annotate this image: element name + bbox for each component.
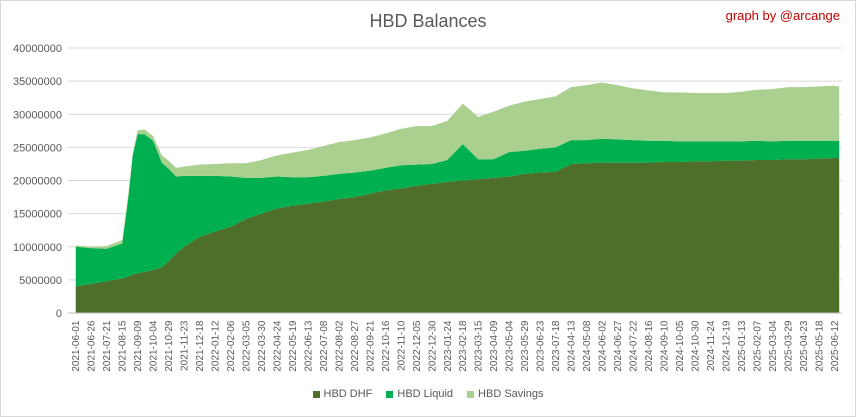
x-tick-label: 2023-06-23 [536, 320, 547, 372]
x-tick-label: 2023-05-04 [505, 320, 516, 372]
area-hbd-dhf [75, 157, 840, 313]
x-tick-label: 2021-10-04 [149, 320, 160, 372]
x-tick-label: 2021-06-26 [87, 320, 98, 372]
x-tick-label: 2025-05-18 [814, 320, 825, 372]
x-tick-label: 2025-04-23 [799, 320, 810, 372]
legend-label: HBD Savings [478, 388, 544, 400]
y-tick-label: 5000000 [19, 275, 62, 287]
y-tick-label: 0 [56, 308, 62, 320]
y-tick-label: 10000000 [13, 242, 62, 254]
x-tick-label: 2021-10-29 [164, 320, 175, 372]
chart-legend: HBD DHF HBD Liquid HBD Savings [0, 388, 856, 400]
x-tick-label: 2024-08-16 [644, 320, 655, 372]
x-tick-label: 2025-01-13 [737, 320, 748, 372]
x-tick-label: 2024-12-19 [721, 320, 732, 372]
legend-entry: HBD Savings [467, 388, 543, 400]
x-tick-label: 2023-02-18 [458, 320, 469, 372]
x-tick-label: 2023-04-09 [489, 320, 500, 372]
y-tick-label: 40000000 [13, 43, 62, 55]
legend-swatch [312, 390, 320, 398]
x-tick-label: 2022-08-27 [350, 320, 361, 372]
legend-swatch [386, 390, 394, 398]
x-tick-label: 2022-07-08 [319, 320, 330, 372]
area-hbd-liquid [75, 134, 840, 287]
x-tick-label: 2025-02-07 [752, 320, 763, 372]
x-tick-label: 2022-08-02 [334, 320, 345, 372]
x-tick-label: 2022-03-05 [242, 320, 253, 372]
y-tick-label: 15000000 [13, 209, 62, 221]
x-tick-label: 2022-04-24 [272, 320, 283, 372]
x-tick-label: 2024-04-13 [567, 320, 578, 372]
x-tick-label: 2022-03-30 [257, 320, 268, 372]
x-tick-label: 2021-06-01 [71, 320, 82, 372]
x-tick-label: 2022-10-16 [381, 320, 392, 372]
x-tick-label: 2022-12-05 [412, 320, 423, 372]
x-tick-label: 2024-06-27 [613, 320, 624, 372]
x-tick-label: 2022-09-21 [365, 320, 376, 372]
x-tick-label: 2023-01-24 [443, 320, 454, 372]
x-tick-label: 2024-11-24 [706, 320, 717, 371]
x-tick-label: 2021-08-15 [118, 320, 129, 372]
x-tick-label: 2025-03-29 [783, 320, 794, 372]
x-tick-label: 2023-07-18 [551, 320, 562, 372]
y-tick-label: 20000000 [13, 176, 62, 188]
chart-title: HBD Balances [369, 11, 487, 31]
x-tick-label: 2024-10-30 [690, 320, 701, 372]
x-tick-label: 2022-06-13 [303, 320, 314, 372]
legend-entry: HBD DHF [312, 388, 373, 400]
x-tick-label: 2021-09-09 [133, 320, 144, 372]
x-tick-label: 2024-05-08 [582, 320, 593, 372]
x-tick-label: 2024-06-02 [598, 320, 609, 372]
y-tick-label: 25000000 [13, 142, 62, 154]
x-tick-label: 2022-12-30 [427, 320, 438, 372]
x-tick-label: 2022-11-10 [396, 320, 407, 371]
x-tick-label: 2022-05-19 [288, 320, 299, 372]
x-tick-label: 2025-03-04 [768, 320, 779, 372]
area-hbd-savings [75, 82, 840, 249]
legend-entry: HBD Liquid [386, 388, 453, 400]
x-tick-label: 2025-06-12 [830, 320, 841, 372]
legend-label: HBD Liquid [397, 388, 454, 400]
x-tick-label: 2021-07-21 [102, 320, 113, 372]
x-tick-label: 2024-09-10 [659, 320, 670, 372]
x-tick-label: 2024-07-22 [629, 320, 640, 372]
legend-swatch [467, 390, 475, 398]
x-tick-label: 2024-10-05 [675, 320, 686, 372]
y-tick-label: 30000000 [13, 109, 62, 121]
x-tick-label: 2023-03-15 [474, 320, 485, 372]
x-tick-label: 2023-05-29 [520, 320, 531, 372]
legend-label: HBD DHF [323, 388, 373, 400]
x-tick-label: 2021-12-18 [195, 320, 206, 372]
y-tick-label: 35000000 [13, 76, 62, 88]
x-tick-label: 2022-02-06 [226, 320, 237, 372]
chart-credit: graph by @arcange [725, 8, 840, 23]
x-tick-label: 2021-11-23 [180, 320, 191, 371]
x-tick-label: 2022-01-12 [211, 320, 222, 372]
